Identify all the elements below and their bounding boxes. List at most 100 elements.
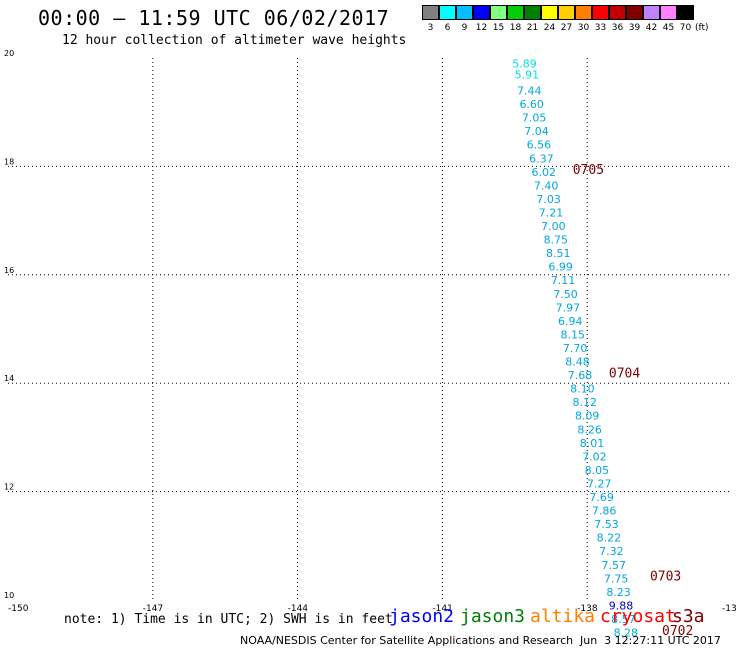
wave-height-value: 8.22 (597, 532, 622, 545)
wave-height-value: 6.94 (558, 315, 583, 328)
satellite-legend-item: jason2 (389, 606, 455, 627)
wave-height-value: 8.51 (546, 247, 571, 260)
colorbar-label: 3 (427, 23, 434, 33)
wave-height-value: 8.26 (577, 423, 602, 436)
colorbar-swatch (677, 5, 694, 20)
colorbar-label: 12 (475, 23, 488, 33)
wave-height-value: 8.10 (570, 383, 595, 396)
lat-tick-label: 18 (4, 157, 14, 166)
satellite-legend-item: cryosat (600, 606, 676, 627)
wave-height-value: 7.75 (604, 572, 629, 585)
colorbar-label: 39 (628, 23, 641, 33)
colorbar-swatch (507, 5, 524, 20)
colorbar-swatch (541, 5, 558, 20)
wave-height-value: 8.15 (560, 328, 585, 341)
colorbar-label: 42 (645, 23, 658, 33)
colorbar-swatch (524, 5, 541, 20)
wave-height-value: 7.40 (534, 179, 559, 192)
lon-tick-label: -144 (288, 604, 309, 614)
wave-height-value: 9.88 (609, 599, 634, 612)
lat-tick-label: 16 (4, 266, 14, 275)
wave-height-value: 7.69 (589, 491, 614, 504)
wave-height-value: 7.00 (541, 220, 566, 233)
wave-height-value: 8.48 (565, 356, 590, 369)
wave-height-value: 7.70 (563, 342, 588, 355)
wave-height-value: 8.23 (606, 586, 631, 599)
colorbar-label: 30 (577, 23, 590, 33)
wave-height-value: 7.05 (522, 112, 547, 125)
wave-height-value: 7.53 (594, 518, 619, 531)
wave-height-value: 7.68 (568, 369, 593, 382)
lon-tick-label: -138 (577, 604, 598, 614)
colorbar-swatch (609, 5, 626, 20)
lon-tick-label: -141 (432, 604, 452, 614)
wave-height-value: 7.02 (582, 450, 607, 463)
colorbar-label: 6 (444, 23, 451, 33)
colorbar-label: 18 (509, 23, 522, 33)
colorbar-unit-label: (ft) (695, 23, 709, 33)
colorbar-swatch (473, 5, 490, 20)
wave-height-value: 6.99 (548, 261, 573, 274)
wave-height-value: 7.27 (587, 477, 612, 490)
wave-height-value: 7.21 (539, 206, 564, 219)
colorbar-swatch (575, 5, 592, 20)
wave-height-value: 5.91 (515, 68, 540, 81)
colorbar-label: 9 (461, 23, 468, 33)
wave-height-value: 7.50 (553, 288, 578, 301)
satellite-legend-item: s3a (672, 606, 705, 627)
colorbar-label: 21 (526, 23, 539, 33)
wave-height-value: 8.75 (544, 234, 569, 247)
colorbar-label: 33 (594, 23, 607, 33)
lon-tick-label: -147 (143, 604, 163, 614)
wave-height-value: 8.05 (585, 464, 610, 477)
footer-timestamp: Jun 3 12:27:11 UTC 2017 (580, 634, 721, 647)
colorbar-swatch (643, 5, 660, 20)
wave-height-value: 6.02 (532, 166, 557, 179)
wave-height-value: 7.57 (601, 559, 626, 572)
colorbar-swatch (456, 5, 473, 20)
colorbar-label: 15 (492, 23, 505, 33)
wave-height-value: 6.56 (527, 139, 552, 152)
time-label: 0702 (662, 624, 693, 639)
time-label: 0703 (650, 570, 681, 585)
wave-height-value: 7.44 (517, 85, 542, 98)
wave-height-value: 7.86 (592, 505, 617, 518)
wave-height-value: 7.03 (536, 193, 561, 206)
wave-height-value: 6.60 (519, 98, 544, 111)
wave-height-value: 7.97 (556, 301, 581, 314)
lat-tick-label: 14 (4, 374, 14, 383)
wave-height-value: 5.89 (512, 57, 537, 70)
lon-tick-label: -13 (722, 604, 737, 614)
wave-height-value: 7.11 (551, 274, 576, 287)
colorbar-swatch (660, 5, 677, 20)
wave-height-value: 8.09 (575, 410, 600, 423)
footer-credit: NOAA/NESDIS Center for Satellite Applica… (240, 634, 574, 647)
colorbar-label: 24 (543, 23, 556, 33)
colorbar-label: 45 (662, 23, 675, 33)
satellite-legend-item: jason3 (460, 606, 526, 627)
colorbar-swatch (439, 5, 456, 20)
map-subtitle: 12 hour collection of altimeter wave hei… (62, 33, 407, 48)
colorbar-swatch (592, 5, 609, 20)
wave-height-value: 8.28 (614, 627, 639, 640)
colorbar-swatch (490, 5, 507, 20)
time-label: 0704 (609, 366, 640, 381)
wave-height-value: 8.12 (573, 396, 598, 409)
lat-tick-label: 10 (4, 591, 14, 600)
colorbar-swatch (626, 5, 643, 20)
colorbar-swatch (558, 5, 575, 20)
wave-height-value: 7.32 (599, 545, 624, 558)
wave-height-value: 8.01 (580, 437, 605, 450)
colorbar-label: 36 (611, 23, 624, 33)
time-label: 0705 (573, 163, 604, 178)
colorbar-label: 27 (560, 23, 573, 33)
colorbar-swatch (422, 5, 439, 20)
wave-height-value: 7.04 (524, 125, 549, 138)
satellite-legend-item: altika (530, 606, 596, 627)
colorbar-label: 70 (679, 23, 692, 33)
wave-height-value: 6.37 (529, 152, 554, 165)
lat-tick-label: 12 (4, 483, 14, 492)
map-title: 00:00 – 11:59 UTC 06/02/2017 (38, 6, 390, 30)
lon-tick-label: -150 (8, 604, 29, 614)
